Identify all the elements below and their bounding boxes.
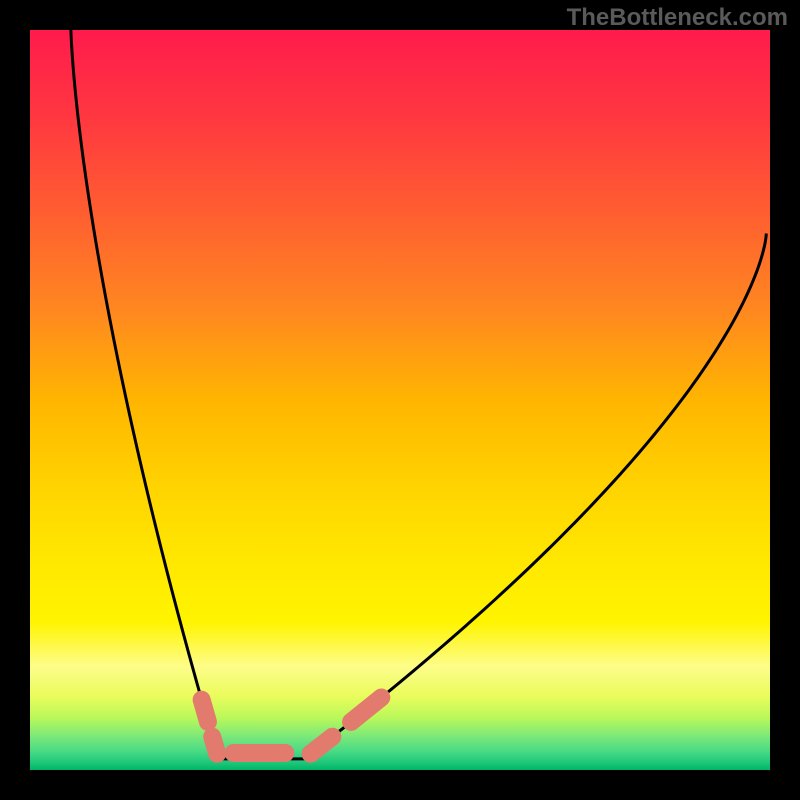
curve-highlight-tick — [212, 737, 217, 754]
watermark-text: TheBottleneck.com — [567, 4, 788, 32]
curve-highlight-tick — [202, 700, 208, 722]
chart-plot — [30, 30, 770, 770]
chart-background — [30, 30, 770, 770]
